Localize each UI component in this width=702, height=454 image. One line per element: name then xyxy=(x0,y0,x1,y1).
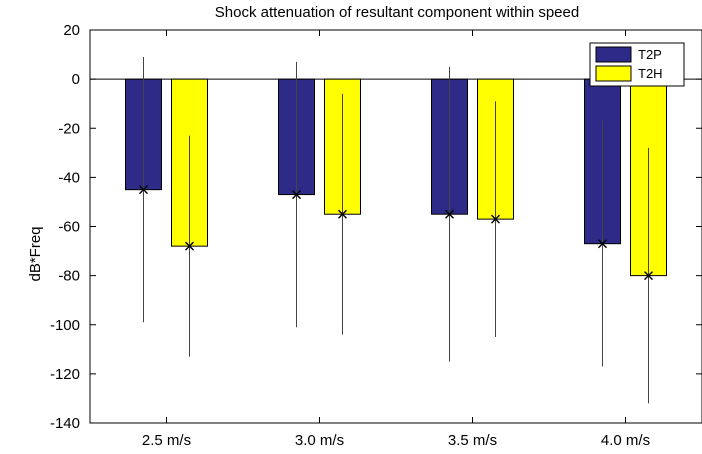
y-tick-label: -140 xyxy=(50,415,80,432)
y-tick-label: 0 xyxy=(72,71,80,88)
x-tick-label: 2.5 m/s xyxy=(142,432,191,449)
mean-marker-t2p-2 xyxy=(292,190,301,200)
mean-marker-t2p-4 xyxy=(598,239,607,249)
y-tick-label: -20 xyxy=(58,120,80,137)
mean-marker-t2p-3 xyxy=(445,209,454,219)
y-tick-label: -120 xyxy=(50,366,80,383)
y-axis-label: dB*Freq xyxy=(27,226,44,281)
y-tick-label: -40 xyxy=(58,169,80,186)
plot-area: 20 0 -20 -40 -60 -80 -100 -120 -140 2.5 m/s 3.0 m/… xyxy=(50,22,702,449)
mean-marker-t2h-1 xyxy=(185,241,194,251)
legend-label-t2h: T2H xyxy=(638,66,663,81)
legend-swatch-t2h xyxy=(595,65,632,82)
x-tick-label: 4.0 m/s xyxy=(601,432,650,449)
mean-marker-t2h-3 xyxy=(491,214,500,224)
x-tick-label: 3.0 m/s xyxy=(295,432,344,449)
mean-marker-t2p-1 xyxy=(139,185,148,195)
legend-swatch-t2p xyxy=(595,46,632,63)
x-tick-label: 3.5 m/s xyxy=(448,432,497,449)
y-tick-label: -100 xyxy=(50,317,80,334)
y-tick-label: -60 xyxy=(58,219,80,236)
mean-marker-t2h-2 xyxy=(338,209,347,219)
y-tick-label: -80 xyxy=(58,268,80,285)
legend-label-t2p: T2P xyxy=(638,47,662,62)
y-tick-label: 20 xyxy=(63,22,80,39)
mean-marker-t2h-4 xyxy=(644,271,653,281)
chart-title: Shock attenuation of resultant component… xyxy=(215,4,579,21)
